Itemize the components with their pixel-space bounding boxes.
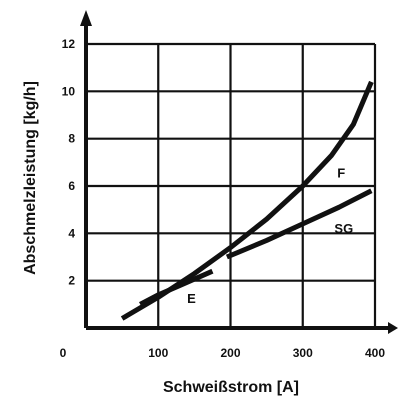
y-axis-arrow xyxy=(80,10,92,26)
series-label-e: E xyxy=(187,291,196,306)
series-line-sg xyxy=(225,188,373,260)
x-tick-label: 200 xyxy=(220,346,240,360)
x-tick-label: 300 xyxy=(293,346,313,360)
y-tick-label: 12 xyxy=(62,37,76,51)
series-label-f: F xyxy=(337,165,345,180)
y-tick-label: 8 xyxy=(68,132,75,146)
series-line-e xyxy=(139,268,214,307)
y-axis-title: Abschmelzleistung [kg/h] xyxy=(22,81,39,275)
x-tick-label: 100 xyxy=(148,346,168,360)
series-label-sg: SG xyxy=(334,221,353,236)
x-axis-title: Schweißstrom [A] xyxy=(163,379,299,396)
y-tick-label: 6 xyxy=(68,179,75,193)
grid xyxy=(86,42,377,328)
y-tick-label: 4 xyxy=(68,226,75,240)
axes xyxy=(80,10,398,334)
y-tick-label: 2 xyxy=(68,274,75,288)
x-tick-label: 400 xyxy=(365,346,385,360)
series xyxy=(120,80,374,321)
x-tick-label: 0 xyxy=(60,346,67,360)
labels: 2 4 6 8 10 12 0 100 200 300 400 F SG E xyxy=(60,37,386,360)
y-tick-label: 10 xyxy=(62,84,76,98)
x-axis-arrow xyxy=(388,322,398,334)
series-line-f xyxy=(120,80,374,321)
